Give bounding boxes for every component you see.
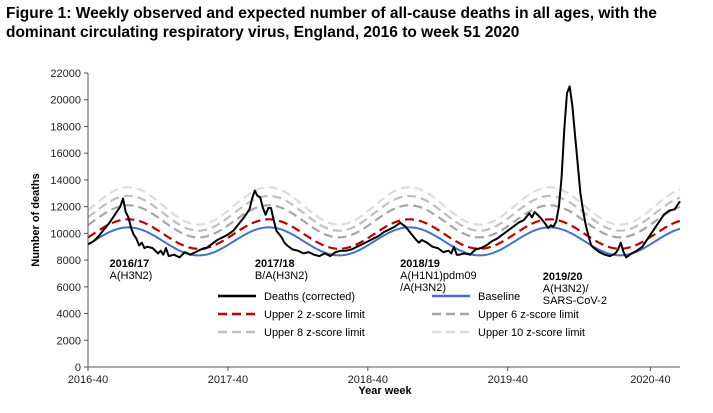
y-tick-label: 2000 (57, 335, 81, 347)
legend: Deaths (corrected) Baseline Upper 2 z-scor… (218, 291, 585, 339)
x-tick-label: 2018-40 (348, 374, 388, 386)
axes (87, 73, 680, 368)
season-label: 2019/20 (543, 271, 583, 283)
x-ticks: 2016-40 2017-40 2018-40 2019-40 2020-40 (68, 367, 671, 386)
x-axis-label: Year week (358, 385, 412, 397)
legend-label: Upper 6 z-score limit (478, 309, 579, 321)
x-tick-label: 2017-40 (208, 374, 248, 386)
virus-label: B/A(H3N2) (255, 270, 308, 282)
legend-label: Deaths (corrected) (264, 291, 355, 303)
virus-label: A(H3N2) (110, 270, 153, 282)
chart-title: Figure 1: Weekly observed and expected n… (6, 5, 657, 41)
y-tick-label: 22000 (50, 68, 81, 80)
season-label: 2017/18 (255, 258, 295, 270)
upper-2-z-score-limit-line (87, 218, 681, 250)
y-tick-label: 0 (75, 362, 81, 374)
virus-label: A(H3N2)/ (543, 283, 590, 295)
x-tick-label: 2020-40 (630, 374, 670, 386)
y-tick-label: 20000 (50, 95, 81, 107)
virus-label: SARS-CoV-2 (543, 295, 607, 307)
y-ticks: 0 2000 4000 6000 8000 10000 12000 14000 16000 180… (50, 68, 88, 374)
y-tick-label: 10000 (50, 228, 81, 240)
y-tick-label: 12000 (50, 202, 81, 214)
virus-label: /A(H3N2) (400, 282, 446, 294)
legend-label: Upper 2 z-score limit (264, 309, 365, 321)
upper-6-z-score-limit-line (87, 204, 681, 239)
season-label: 2018/19 (400, 258, 440, 270)
legend-label: Upper 8 z-score limit (264, 327, 365, 339)
upper-10-z-score-limit-line (87, 186, 681, 226)
y-tick-label: 16000 (50, 148, 81, 160)
deaths-series (87, 85, 681, 259)
y-tick-label: 4000 (57, 309, 81, 321)
x-tick-label: 2019-40 (488, 374, 528, 386)
legend-label: Upper 10 z-score limit (478, 327, 585, 339)
season-annotations: 2016/17A(H3N2)2017/18B/A(H3N2)2018/19A(H… (110, 258, 607, 307)
deaths-corrected-line (87, 85, 681, 259)
y-tick-label: 14000 (50, 175, 81, 187)
upper-8-z-score-limit-line (87, 194, 681, 232)
season-label: 2016/17 (110, 258, 150, 270)
y-axis-label: Number of deaths (30, 173, 42, 267)
legend-label: Baseline (478, 291, 520, 303)
y-tick-label: 18000 (50, 121, 81, 133)
x-tick-label: 2016-40 (68, 374, 108, 386)
y-tick-label: 6000 (57, 282, 81, 294)
virus-label: A(H1N1)pdm09 (400, 270, 476, 282)
y-tick-label: 8000 (57, 255, 81, 267)
